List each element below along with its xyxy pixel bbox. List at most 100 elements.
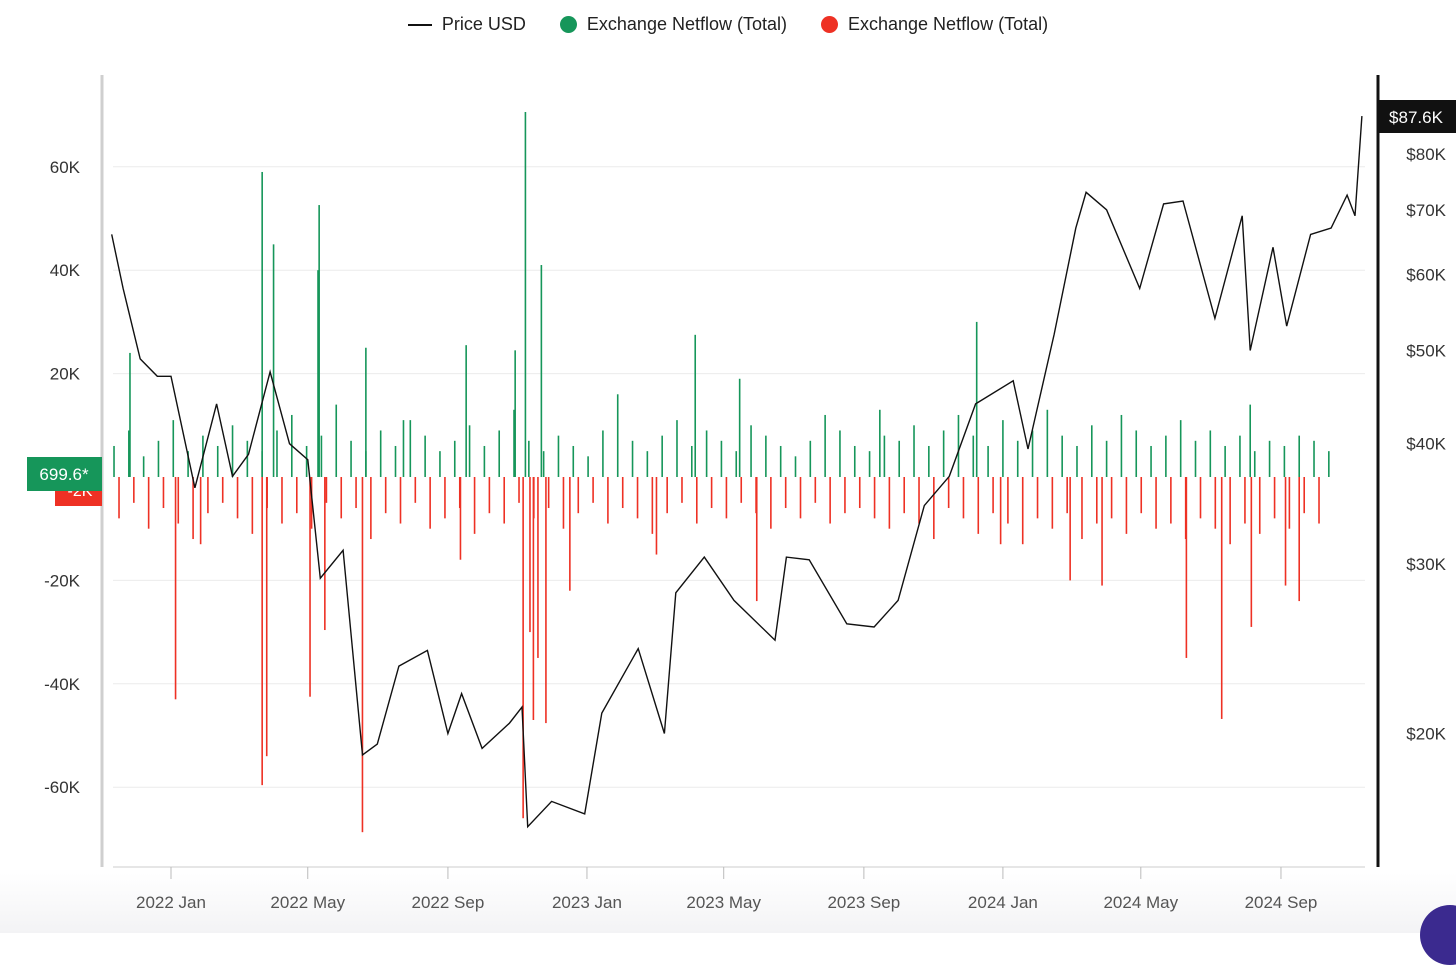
inflow-bar [1194,440,1197,477]
outflow-bar [755,477,758,602]
inflow-bar [128,430,130,477]
inflow-bar [557,435,560,477]
outflow-bar [577,477,580,514]
right-tick-label: $60K [1406,265,1446,284]
inflow-bar [765,435,767,477]
outflow-bar [903,477,906,514]
outflow-bar [1288,477,1291,529]
inflow-bar [513,409,515,477]
outflow-bar [1229,477,1231,545]
inflow-bar [1090,425,1093,477]
outflow-bar [1110,477,1113,519]
inflow-bar [320,435,323,477]
inflow-bar [1249,404,1252,477]
outflow-bar [592,477,594,503]
outflow-bar [236,477,239,519]
outflow-bar [569,477,571,591]
outflow-bar [666,477,668,514]
inflow-bar [424,435,426,477]
outflow-bar [621,477,624,509]
inflow-bar [928,445,930,477]
inflow-bar [676,420,678,477]
outflow-bar [1007,477,1009,524]
inflow-bar [883,435,886,477]
netflow-positive-value: 699.6* [39,465,89,484]
inflow-bar [261,171,263,477]
outflow-bar [947,477,950,509]
legend-item-inflow[interactable]: Exchange Netflow (Total) [559,14,787,35]
outflow-bar [199,477,202,545]
outflow-bar [207,477,209,514]
inflow-bar [1076,445,1078,477]
outflow-bar [174,477,177,700]
outflow-bar [562,477,565,529]
left-tick-label: -20K [44,571,81,590]
inflow-bar [216,445,219,477]
inflow-bar [231,425,234,477]
inflow-bar [1120,414,1123,477]
outflow-bar [281,477,283,524]
inflow-bar [646,451,649,477]
inflow-bar [365,347,367,477]
outflow-bar [522,477,524,819]
x-tick-label: 2022 May [270,893,345,912]
outflow-bar [529,477,531,633]
outflow-bar [429,477,431,529]
x-tick-label: 2022 Jan [136,893,206,912]
inflow-bar [1002,420,1004,477]
outflow-bar [1021,477,1024,545]
x-tick-label: 2024 May [1103,893,1178,912]
outflow-bar [295,477,298,514]
inflow-bar [1283,445,1286,477]
inflow-bar [498,430,501,477]
inflow-bar [1298,435,1301,477]
outflow-bar [1220,477,1223,719]
inflow-bar [868,451,871,477]
outflow-bar [361,477,364,833]
right-tick-label: $80K [1406,145,1446,164]
inflow-bar [942,430,945,477]
right-tick-label: $20K [1406,724,1446,743]
outflow-bar [1318,477,1320,524]
outflow-bar [147,477,150,529]
left-tick-label: -40K [44,675,81,694]
right-tick-label: $50K [1406,341,1446,360]
outflow-bar [1244,477,1246,524]
outflow-bar [725,477,728,519]
legend-item-outflow[interactable]: Exchange Netflow (Total) [821,14,1048,35]
outflow-bar [473,477,476,534]
outflow-bar [1095,477,1098,524]
x-tick-label: 2024 Jan [968,893,1038,912]
red-dot-icon [821,16,838,33]
outflow-bar [1298,477,1301,602]
legend-item-price[interactable]: Price USD [407,14,526,35]
inflow-bar [172,420,175,477]
legend: Price USD Exchange Netflow (Total) Excha… [0,14,1456,35]
outflow-bar [1069,477,1071,581]
outflow-bar [1066,477,1068,514]
legend-label: Exchange Netflow (Total) [848,14,1049,34]
inflow-bar [738,378,741,477]
inflow-bar [809,440,812,477]
footer-fade [0,873,1456,933]
inflow-bar [540,265,543,477]
x-tick-label: 2022 Sep [412,893,485,912]
outflow-bar [1170,477,1172,524]
outflow-bar [399,477,402,524]
inflow-bar [587,456,589,477]
inflow-bar [113,445,115,477]
outflow-bar [503,477,506,524]
inflow-bar [1179,420,1182,477]
outflow-bar [355,477,357,509]
price-badge [1379,100,1456,133]
inflow-bar [157,440,160,477]
inflow-bar [1209,430,1212,477]
outflow-bar [518,477,520,503]
x-tick-label: 2023 May [686,893,761,912]
outflow-bar [1140,477,1143,514]
inflow-bar [129,352,131,477]
outflow-bar [118,477,120,519]
inflow-bar [142,456,145,477]
inflow-bar [750,425,752,477]
outflow-bar [1214,477,1217,529]
